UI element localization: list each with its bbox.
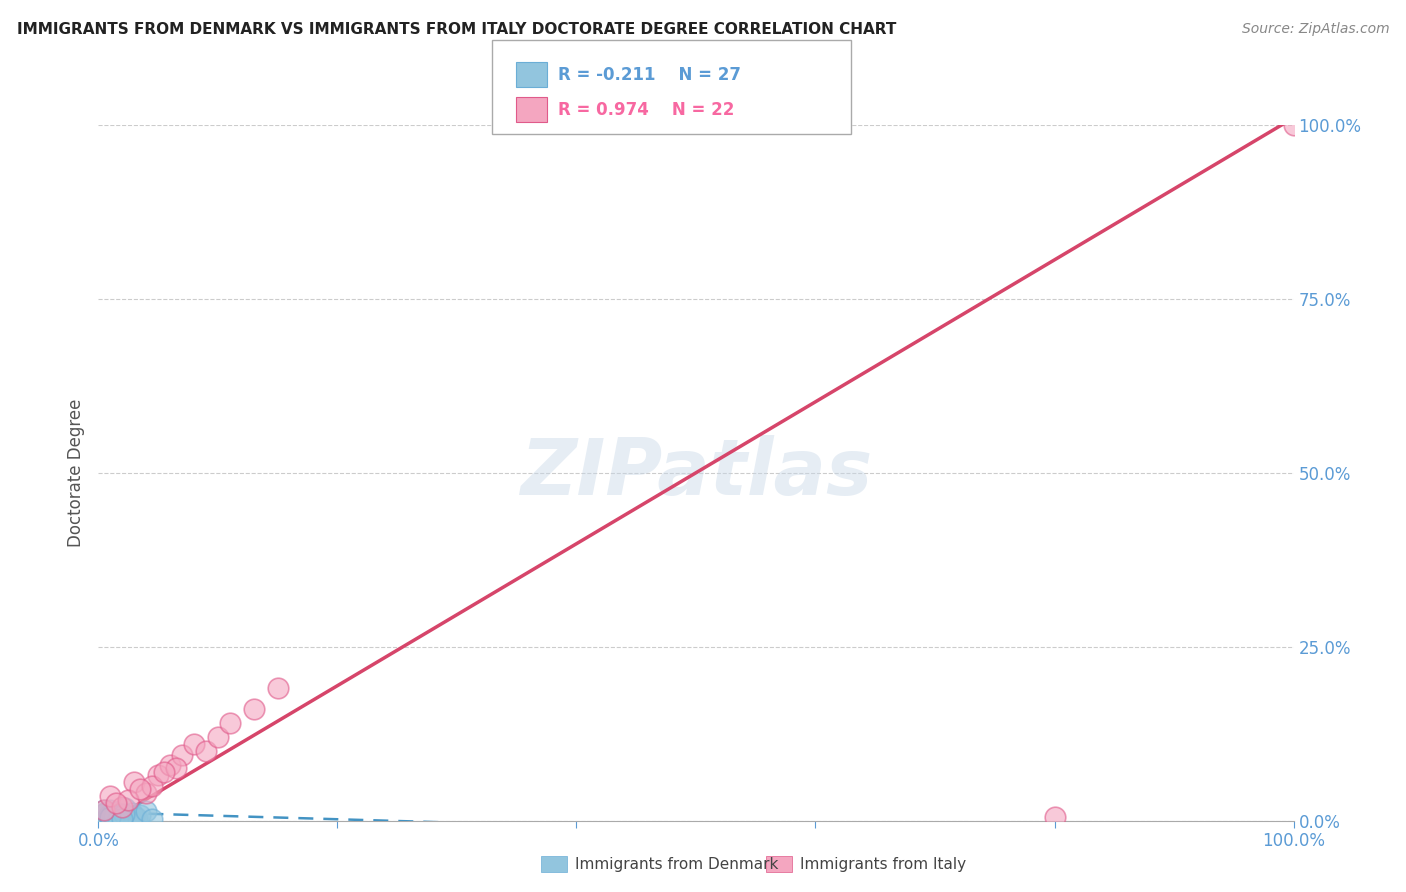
Point	[107, 812, 129, 826]
Point	[172, 747, 194, 762]
Point	[1043, 810, 1066, 824]
Point	[112, 806, 135, 821]
Point	[111, 812, 134, 826]
Text: IMMIGRANTS FROM DENMARK VS IMMIGRANTS FROM ITALY DOCTORATE DEGREE CORRELATION CH: IMMIGRANTS FROM DENMARK VS IMMIGRANTS FR…	[17, 22, 896, 37]
Point	[141, 812, 163, 826]
Point	[91, 810, 114, 824]
Point	[100, 806, 122, 821]
Point	[195, 744, 218, 758]
Point	[141, 779, 163, 793]
Text: R = -0.211    N = 27: R = -0.211 N = 27	[558, 66, 741, 84]
Point	[148, 768, 170, 782]
Point	[96, 811, 118, 825]
Point	[91, 807, 114, 822]
Point	[94, 805, 117, 819]
Point	[1282, 118, 1305, 132]
Point	[111, 799, 134, 814]
Point	[108, 807, 131, 822]
Point	[159, 758, 181, 772]
Point	[111, 810, 134, 824]
Point	[267, 681, 290, 696]
Point	[103, 809, 125, 823]
Point	[183, 737, 205, 751]
Point	[117, 811, 139, 825]
Point	[117, 793, 139, 807]
Point	[243, 702, 266, 716]
Y-axis label: Doctorate Degree: Doctorate Degree	[66, 399, 84, 547]
Point	[98, 810, 122, 824]
Point	[98, 808, 121, 822]
Point	[124, 809, 146, 823]
Point	[165, 762, 187, 776]
Point	[129, 782, 152, 797]
Point	[219, 716, 242, 731]
Text: R = 0.974    N = 22: R = 0.974 N = 22	[558, 101, 734, 119]
Point	[129, 808, 152, 822]
Point	[114, 801, 136, 815]
Point	[93, 806, 115, 821]
Point	[135, 786, 157, 800]
Point	[207, 730, 229, 744]
Point	[153, 764, 176, 779]
Point	[105, 797, 128, 811]
Point	[135, 804, 157, 818]
Point	[125, 811, 148, 825]
Point	[124, 775, 146, 789]
Point	[105, 805, 128, 820]
Text: Immigrants from Denmark: Immigrants from Denmark	[575, 857, 779, 871]
Text: ZIPatlas: ZIPatlas	[520, 434, 872, 511]
Point	[101, 812, 124, 826]
Text: Source: ZipAtlas.com: Source: ZipAtlas.com	[1241, 22, 1389, 37]
Text: Immigrants from Italy: Immigrants from Italy	[800, 857, 966, 871]
Point	[98, 789, 122, 804]
Point	[121, 805, 143, 820]
Point	[93, 803, 115, 817]
Point	[97, 808, 120, 822]
Point	[93, 803, 115, 817]
Point	[98, 803, 122, 817]
